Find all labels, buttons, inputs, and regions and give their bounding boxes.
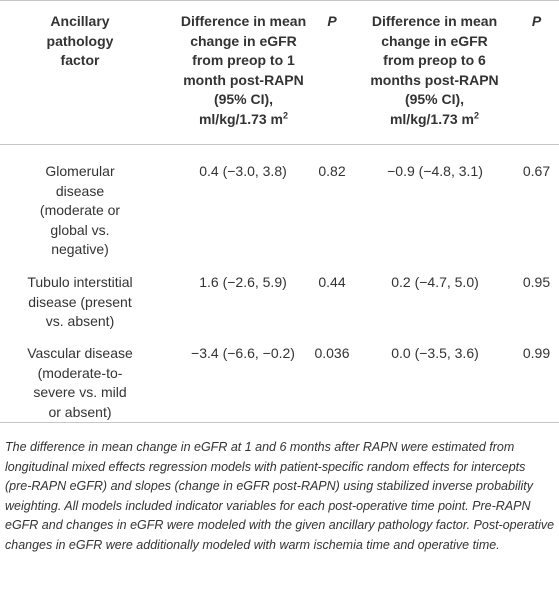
header-diff1-line5: (95% CI), bbox=[213, 91, 274, 107]
table-row-2-diff1: 1.6 (−2.6, 5.9) bbox=[199, 274, 287, 290]
table-row-3-diff2: 0.0 (−3.5, 3.6) bbox=[391, 345, 479, 361]
header-diff1-line2: change in eGFR bbox=[190, 32, 297, 49]
table-row-1-factor: Glomerular disease (moderate or global v… bbox=[0, 162, 160, 260]
header-diff1-line1: Difference in mean bbox=[180, 13, 307, 29]
header-diff2-line1: Difference in mean bbox=[371, 13, 498, 29]
header-bottom-rule bbox=[0, 144, 559, 145]
header-diff-1month: Difference in mean change in eGFR from p… bbox=[161, 12, 326, 129]
table-row-2-p1: 0.44 bbox=[318, 274, 346, 290]
row3-factor-line3: severe vs. mild bbox=[33, 384, 127, 400]
header-diff1-line4: month post-RAPN bbox=[183, 71, 304, 88]
row2-factor-line2: disease (present bbox=[28, 293, 132, 310]
row1-factor-line3: (moderate or bbox=[39, 202, 121, 218]
header-diff2-unit: ml/kg/1.73 m bbox=[389, 110, 475, 127]
row3-factor-line1: Vascular disease bbox=[27, 345, 133, 361]
header-p2: P bbox=[514, 12, 559, 32]
header-diff2-line5: (95% CI), bbox=[404, 91, 465, 107]
table-row-3-diff1: −3.4 (−6.6, −0.2) bbox=[191, 345, 295, 361]
table-row-2-diff2: 0.2 (−4.7, 5.0) bbox=[391, 274, 479, 290]
header-p2-label: P bbox=[531, 13, 542, 29]
table-row-2-p2: 0.95 bbox=[522, 274, 551, 290]
row1-factor-line1: Glomerular bbox=[45, 163, 115, 179]
header-p1: P bbox=[312, 12, 352, 32]
header-diff2-line4: months post-RAPN bbox=[370, 71, 499, 88]
table-row-1-diff2: −0.9 (−4.8, 3.1) bbox=[387, 163, 483, 179]
header-diff2-sup: 2 bbox=[474, 109, 480, 120]
header-diff1-line6: ml/kg/1.73 m2 bbox=[161, 110, 326, 130]
header-diff1-unit: ml/kg/1.73 m bbox=[198, 110, 284, 127]
table-row-1-p1: 0.82 bbox=[318, 163, 346, 179]
header-diff2-line2: change in eGFR bbox=[381, 32, 488, 49]
table-row-3-p2: 0.99 bbox=[522, 345, 551, 361]
header-diff-6month: Difference in mean change in eGFR from p… bbox=[352, 12, 517, 129]
table-row-2-factor: Tubulo interstitial disease (present vs.… bbox=[0, 273, 160, 332]
table-row-1-diff1: 0.4 (−3.0, 3.8) bbox=[199, 163, 287, 179]
row1-factor-line2: disease bbox=[55, 182, 105, 199]
table-footnote: The difference in mean change in eGFR at… bbox=[5, 440, 555, 552]
row2-factor-line1: Tubulo interstitial bbox=[27, 274, 133, 290]
table-top-rule bbox=[0, 0, 559, 1]
row3-factor-line2: (moderate-to- bbox=[37, 364, 123, 381]
table-row-1-p2: 0.67 bbox=[522, 163, 551, 179]
table-row-3-p1: 0.036 bbox=[314, 345, 350, 361]
header-factor: Ancillary pathology factor bbox=[0, 12, 160, 71]
header-diff2-line3: from preop to 6 bbox=[383, 52, 486, 68]
header-p1-label: P bbox=[327, 13, 337, 29]
table-bottom-rule bbox=[0, 422, 559, 423]
header-diff1-sup: 2 bbox=[283, 109, 289, 120]
row3-factor-line4: or absent) bbox=[48, 403, 112, 420]
row1-factor-line5: negative) bbox=[51, 241, 109, 257]
table-row-3-factor: Vascular disease (moderate-to- severe vs… bbox=[0, 344, 160, 422]
header-diff1-line3: from preop to 1 bbox=[192, 52, 295, 68]
header-diff2-line6: ml/kg/1.73 m2 bbox=[352, 110, 517, 130]
header-factor-label: Ancillary pathology factor bbox=[46, 13, 114, 68]
row2-factor-line3: vs. absent) bbox=[45, 313, 115, 329]
row1-factor-line4: global vs. bbox=[50, 221, 110, 238]
